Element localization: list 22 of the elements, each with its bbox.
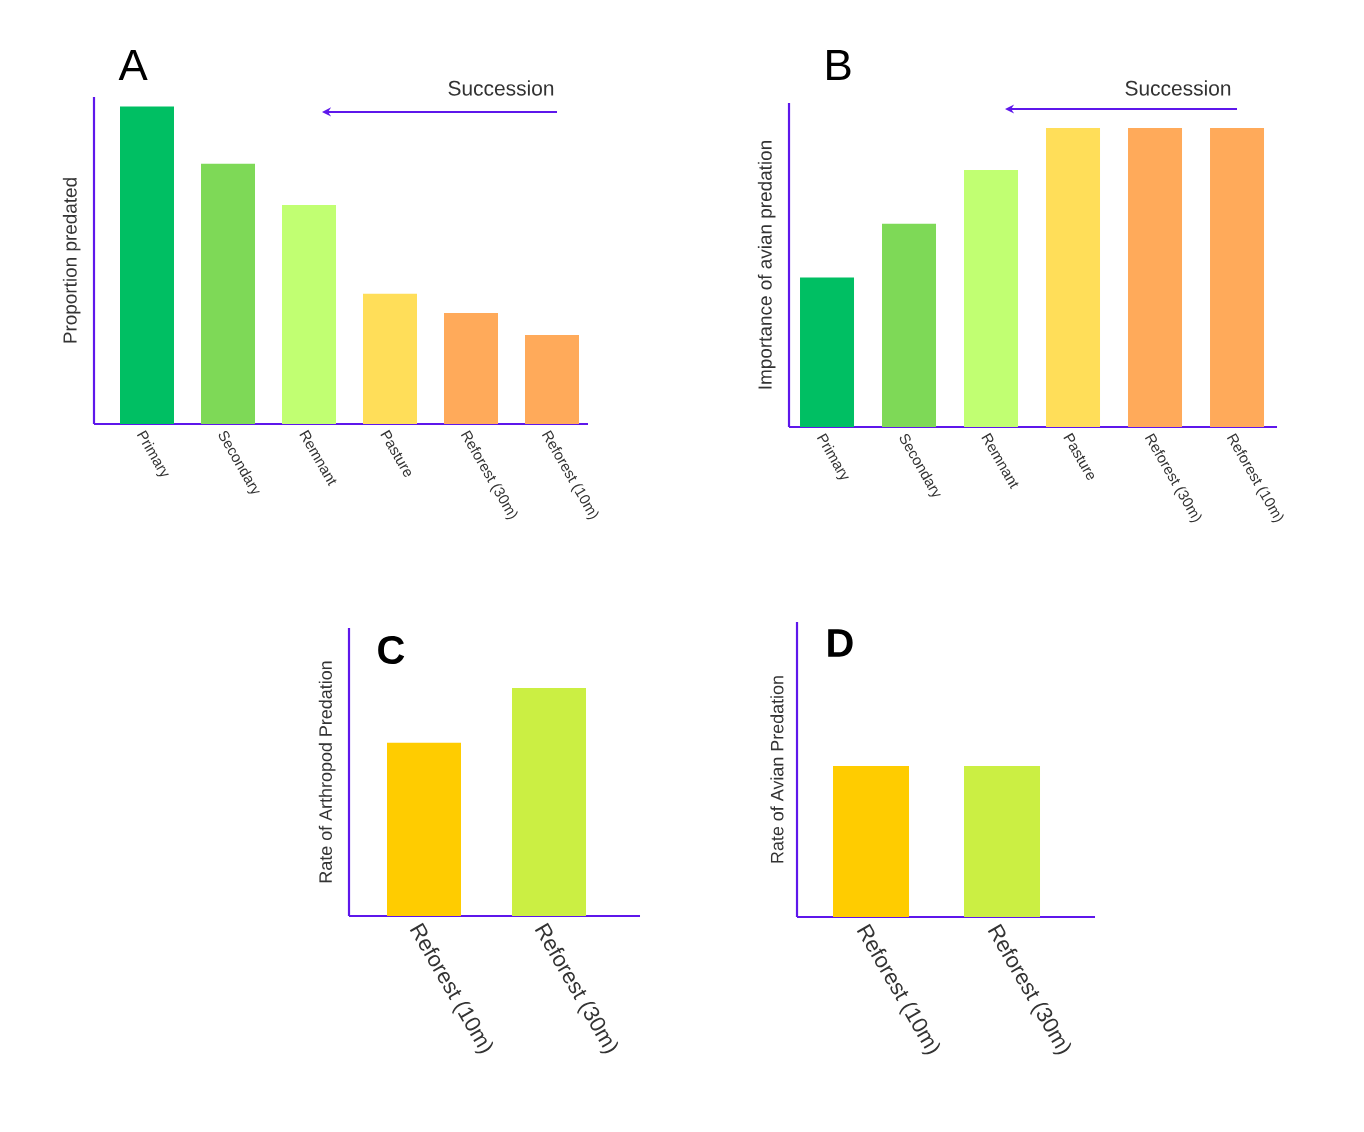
bar — [800, 277, 855, 427]
chart-title: D — [828, 629, 853, 657]
y-axis-title: Proportion predated — [62, 178, 81, 343]
bar — [525, 335, 579, 424]
bar — [282, 204, 336, 424]
bar — [201, 163, 255, 424]
y-axis-title: Rate of Arthropod Predation — [318, 661, 336, 883]
y-axis-title: Importance of avian predation — [757, 141, 776, 389]
bar — [882, 223, 937, 427]
text: Succession — [448, 80, 554, 96]
chart-title: C — [378, 635, 405, 665]
text: Succession — [1125, 80, 1231, 96]
y-axis-title: Rate of Avian Predation — [770, 676, 784, 863]
bar — [120, 106, 174, 424]
chart-title: A — [118, 49, 148, 81]
chart-title: B — [827, 49, 851, 81]
bar — [964, 169, 1019, 427]
bar — [1046, 128, 1101, 427]
bar — [1128, 128, 1183, 427]
bar — [1210, 128, 1265, 427]
bar — [363, 293, 417, 424]
bar — [444, 312, 498, 424]
